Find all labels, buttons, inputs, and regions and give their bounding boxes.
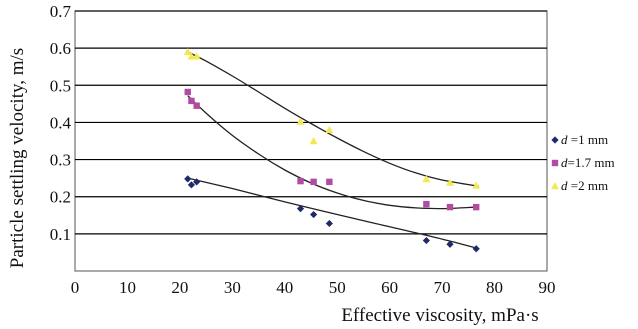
trend-line <box>187 51 479 187</box>
data-point <box>472 245 480 253</box>
y-tick-labels: 0.1 0.2 0.3 0.4 0.5 0.6 0.7 <box>50 2 72 244</box>
x-tick-label: 40 <box>276 278 293 297</box>
data-point <box>423 200 430 208</box>
legend-marker <box>551 159 559 167</box>
data-point <box>192 52 201 60</box>
data-point <box>422 236 430 245</box>
x-axis-title: Effective viscosity, mPa·s <box>341 305 538 326</box>
x-tick-label: 70 <box>434 278 451 297</box>
data-point <box>325 219 333 228</box>
data-point <box>325 125 334 134</box>
y-tick-label: 0.2 <box>50 188 71 207</box>
y-tick-label: 0.3 <box>50 151 71 170</box>
x-tick-label: 80 <box>486 278 503 297</box>
data-point <box>310 178 317 186</box>
y-tick-label: 0.1 <box>50 225 71 244</box>
data-point <box>446 240 454 248</box>
x-tick-labels: 0 10 20 30 40 50 60 70 80 90 <box>71 278 556 297</box>
legend-marker <box>551 136 559 144</box>
plot-area <box>74 10 548 272</box>
y-tick-label: 0.6 <box>50 39 71 58</box>
y-axis-title: Particle settling velocity, m/s <box>7 48 28 268</box>
y-tick-label: 0.7 <box>50 2 72 21</box>
trend-line <box>187 95 479 210</box>
y-tick-label: 0.4 <box>50 113 72 132</box>
legend-text: =2 mm <box>568 178 609 193</box>
x-tick-label: 20 <box>171 278 188 297</box>
legend: d =1 mmd=1.7 mmd =2 mm <box>551 132 615 193</box>
data-point <box>309 137 318 145</box>
legend-text: =1 mm <box>568 132 609 147</box>
data-point <box>188 97 195 105</box>
data-point <box>310 210 318 219</box>
x-tick-label: 50 <box>329 278 346 297</box>
legend-variable: d <box>561 132 568 147</box>
legend-variable: d <box>561 178 568 193</box>
data-point <box>445 178 454 186</box>
legend-variable: d <box>561 155 568 170</box>
data-point <box>422 174 431 183</box>
legend-label: d=1.7 mm <box>561 155 615 170</box>
legend-label: d =2 mm <box>561 178 608 193</box>
legend-label: d =1 mm <box>561 132 608 147</box>
data-point <box>446 203 454 211</box>
x-tick-label: 90 <box>539 278 556 297</box>
data-point <box>472 181 481 189</box>
x-tick-label: 0 <box>71 278 80 297</box>
data-points <box>183 47 481 253</box>
legend-marker <box>551 182 559 190</box>
data-point <box>326 178 333 186</box>
data-point <box>473 203 480 211</box>
trend-line <box>187 177 479 250</box>
data-point <box>296 205 305 213</box>
data-point <box>183 47 192 56</box>
data-point <box>193 178 201 186</box>
data-point <box>187 181 196 189</box>
y-tick-label: 0.5 <box>50 76 71 95</box>
data-point <box>184 88 191 96</box>
data-point <box>184 175 192 183</box>
x-tick-label: 10 <box>119 278 136 297</box>
x-tick-label: 60 <box>381 278 398 297</box>
data-point <box>297 177 304 185</box>
legend-text: =1.7 mm <box>568 155 615 170</box>
trend-lines <box>187 51 479 250</box>
x-tick-label: 30 <box>224 278 241 297</box>
data-point <box>193 102 200 109</box>
gridlines <box>75 10 547 235</box>
data-point <box>187 52 196 60</box>
data-point <box>296 117 305 125</box>
